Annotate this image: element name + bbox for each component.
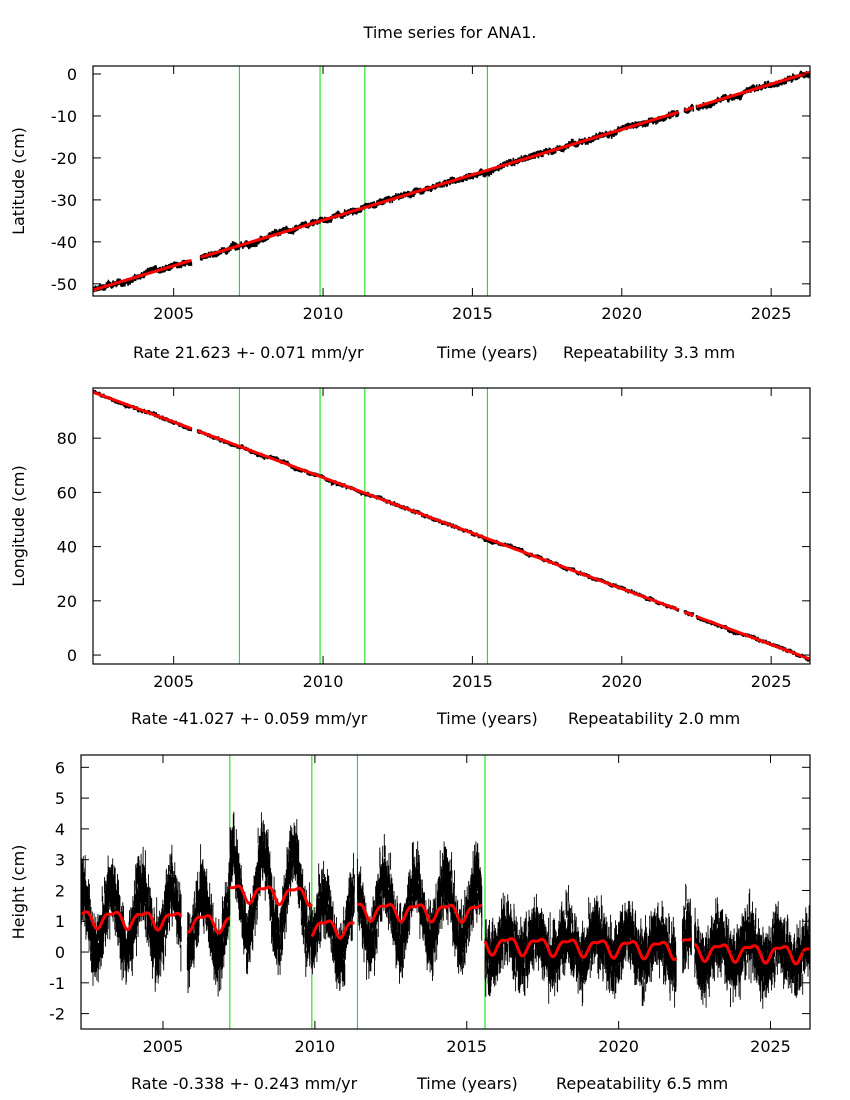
observation-points: [186, 844, 231, 997]
x-tick-label: 2010: [303, 304, 344, 323]
x-tick-label: 2020: [598, 1037, 639, 1056]
y-axis-label: Latitude (cm): [9, 127, 28, 235]
model-line: [681, 937, 693, 943]
x-tick-label: 2015: [452, 304, 493, 323]
y-tick-label: 60: [57, 483, 77, 502]
x-tick-label: 2015: [452, 672, 493, 691]
model-line: [186, 914, 231, 935]
model-line: [228, 884, 313, 908]
model-line: [356, 902, 483, 924]
plot-area: [81, 755, 810, 1029]
y-tick-label: -10: [51, 107, 77, 126]
y-tick-label: -50: [51, 275, 77, 294]
model-line: [199, 110, 680, 259]
repeatability-label: Repeatability 6.5 mm: [556, 1074, 728, 1093]
y-tick-label: 20: [57, 592, 77, 611]
y-tick-label: 1: [55, 912, 65, 931]
model-line: [93, 390, 193, 431]
x-tick-label: 2025: [750, 1037, 791, 1056]
y-tick-label: -40: [51, 233, 77, 252]
observation-points: [229, 811, 313, 977]
observation-points: [681, 883, 692, 974]
panel-1: 2005 2010 2015 2020 2025 0 -10 -20 -30 -40 -50 Lati…: [9, 65, 811, 362]
model-line: [196, 429, 680, 612]
x-tick-label: 2005: [143, 1037, 184, 1056]
plot-frame: [92, 65, 811, 297]
x-tick-label: 2005: [153, 304, 194, 323]
y-tick-label: -20: [51, 149, 77, 168]
repeatability-label: Repeatability 3.3 mm: [563, 343, 735, 362]
y-axis-label: Height (cm): [9, 845, 28, 940]
x-axis-label: Time (years): [416, 1074, 518, 1093]
model-line: [695, 615, 810, 661]
x-axis-label: Time (years): [436, 709, 538, 728]
model-line: [310, 919, 356, 940]
model-line: [483, 937, 678, 962]
model-line: [81, 910, 183, 932]
y-tick-label: 3: [55, 851, 65, 870]
y-tick-label: -2: [49, 1005, 65, 1024]
panel-2: 2005 2010 2015 2020 2025 80 60 40 20 0 Longitude (…: [9, 387, 811, 728]
y-tick-label: 80: [57, 429, 77, 448]
x-tick-label: 2010: [295, 1037, 336, 1056]
plot-area: [93, 66, 810, 296]
y-tick-label: 40: [57, 538, 77, 557]
y-tick-label: 5: [55, 789, 65, 808]
y-tick-label: 0: [67, 646, 77, 665]
model-line: [683, 106, 695, 112]
y-tick-label: 2: [55, 881, 65, 900]
y-tick-label: -30: [51, 191, 77, 210]
plot-frame: [80, 754, 811, 1030]
figure-title: Time series for ANA1.: [363, 23, 537, 42]
x-tick-label: 2005: [153, 672, 194, 691]
rate-label: Rate -41.027 +- 0.059 mm/yr: [131, 709, 368, 728]
x-tick-label: 2020: [601, 304, 642, 323]
observation-points: [694, 888, 810, 1009]
y-tick-label: 4: [55, 820, 65, 839]
y-tick-label: -1: [49, 974, 65, 993]
model-line: [93, 258, 193, 292]
y-tick-label: 0: [55, 943, 65, 962]
x-tick-label: 2020: [601, 672, 642, 691]
x-tick-label: 2025: [751, 672, 792, 691]
y-tick-label: 6: [55, 758, 65, 777]
x-tick-label: 2010: [303, 672, 344, 691]
rate-label: Rate 21.623 +- 0.071 mm/yr: [133, 343, 364, 362]
observation-points: [356, 834, 483, 984]
plot-frame: [92, 387, 811, 665]
x-tick-label: 2015: [446, 1037, 487, 1056]
model-line: [683, 610, 695, 617]
x-tick-label: 2025: [751, 304, 792, 323]
y-axis-label: Longitude (cm): [9, 465, 28, 587]
y-tick-label: 0: [67, 65, 77, 84]
x-axis-label: Time (years): [436, 343, 538, 362]
panel-3: 2005 2010 2015 2020 2025 6 5 4 3 2 1 0 -1 -2 Height (c…: [9, 754, 811, 1093]
observation-points: [484, 885, 677, 1008]
model-line: [695, 70, 810, 109]
model-line: [693, 942, 810, 966]
plot-area: [93, 388, 810, 664]
rate-label: Rate -0.338 +- 0.243 mm/yr: [131, 1074, 358, 1093]
repeatability-label: Repeatability 2.0 mm: [568, 709, 740, 728]
